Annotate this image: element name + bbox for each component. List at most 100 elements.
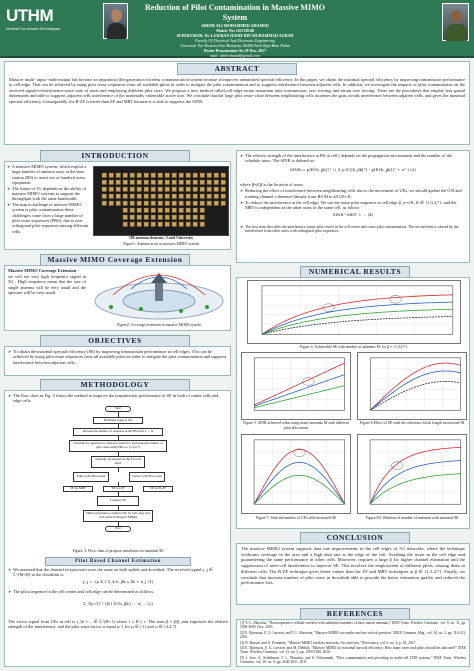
plot-curve	[253, 462, 346, 505]
antenna-element	[108, 186, 114, 192]
flow-chart: Start Parameter input to file Increase t…	[33, 406, 203, 546]
antenna-element	[199, 193, 205, 199]
antenna-element	[157, 172, 163, 178]
abstract-panel: ABSTRACT Massive multi- input -multi-out…	[4, 61, 470, 145]
intro-bullets: A massive MIMO system, which exploit a h…	[7, 164, 89, 234]
antenna-element	[143, 179, 149, 185]
plot-curve	[253, 474, 346, 505]
antenna-element	[164, 179, 170, 185]
figure-4-plot	[247, 280, 461, 344]
flow-arrow	[118, 522, 119, 526]
flow-center-cells: Center Cells Pilot reuse	[129, 472, 165, 482]
sinr-bullet: where β̄=β/β̄ is the location of users.	[240, 181, 304, 187]
flow-schedule-ue: Schedule Ue depends on coherence interva…	[69, 440, 167, 452]
plot-curve	[261, 316, 453, 335]
plot-frame	[369, 357, 461, 411]
antenna-element	[178, 193, 184, 199]
antenna-element	[129, 193, 135, 199]
antenna-element	[136, 221, 142, 227]
antenna-element	[192, 200, 198, 206]
antenna-element	[178, 186, 184, 192]
intro-bullet: A massive MIMO system, which exploit a h…	[7, 164, 89, 186]
antenna-element	[108, 172, 114, 178]
antenna-element	[171, 179, 177, 185]
antenna-element	[199, 221, 205, 227]
antenna-element	[192, 207, 198, 213]
supervisor: SUPERVISOR: Dr. LUKMAN HANIF BIN MUHAMMA…	[176, 33, 294, 38]
plot-curve	[254, 362, 345, 406]
antenna-element	[164, 214, 170, 220]
plot-curve	[369, 446, 461, 505]
antenna-element	[178, 200, 184, 206]
flow-arrow	[118, 482, 119, 486]
author-name: ABEER ALI MOHAMMED AHAMED	[201, 23, 269, 28]
antenna-element	[164, 172, 170, 178]
antenna-element	[164, 193, 170, 199]
equation-mrt: SINR^MRT = ... (4)	[332, 211, 374, 217]
antenna-element	[101, 172, 107, 178]
antenna-element	[185, 214, 191, 220]
antenna-element	[129, 207, 135, 213]
intro-bullet: The major challenge in massive MIMO syst…	[7, 202, 89, 234]
antenna-element	[192, 172, 198, 178]
plot-frame	[261, 285, 454, 335]
antenna-element	[157, 179, 163, 185]
antenna-element	[192, 179, 198, 185]
antenna-element	[185, 207, 191, 213]
plot-annotation	[391, 461, 404, 470]
plot-curve	[261, 294, 453, 335]
antenna-element	[199, 186, 205, 192]
antenna-element	[143, 172, 149, 178]
plot-frame	[253, 357, 345, 411]
antenna-element	[213, 179, 219, 185]
equation-sinr: SINR = p|E{h_jjk}|² / ( Σ p E{|h_jlk|²} …	[290, 166, 416, 172]
antenna-element	[122, 221, 128, 227]
antenna-element	[122, 200, 128, 206]
author-avatar-body	[107, 23, 126, 39]
plot-curve	[369, 473, 461, 505]
coverage-text: we will see very high frequency signal i…	[8, 274, 86, 296]
antenna-element	[157, 221, 163, 227]
figure-4-caption: Figure 4: Achievable SE with number of a…	[299, 345, 409, 349]
conclusion-text: The massive MIMO system supports data ra…	[241, 546, 465, 586]
reference-item: [3] N. Hassan, and X. Fernando, "Massive…	[240, 640, 417, 645]
antenna-element	[206, 200, 212, 206]
supervisor-avatar-head	[451, 10, 462, 23]
antenna-element	[185, 179, 191, 185]
equation-1: y_j = √ρ Σ_l Σ_k h_jlk s_lk + n_j (1)	[82, 579, 154, 584]
antenna-element	[157, 186, 163, 192]
antenna-figure-label: 180 antenna elements | Lund University	[128, 236, 194, 240]
antenna-element	[101, 186, 107, 192]
flow-high-performance: High performance, achieved SE by Cell-ed…	[83, 510, 153, 522]
figure-7-plot	[241, 434, 351, 514]
antenna-element	[101, 179, 107, 185]
flow-arrow	[118, 424, 119, 428]
plot-annotation	[389, 295, 402, 304]
antenna-element	[122, 186, 128, 192]
figure-8-caption: Figure 8.0: Relation of number of antenn…	[365, 516, 459, 520]
antenna-element	[143, 221, 149, 227]
plot-curve	[369, 362, 461, 411]
antenna-element	[164, 186, 170, 192]
flow-se-mrt: SE for MRT	[63, 486, 93, 492]
antenna-element	[178, 172, 184, 178]
flow-chart-caption: Figure. 3. Flow chart of propose simulat…	[72, 549, 165, 553]
presentation-date: Poster Presentation On 20 Nov. 2017	[203, 48, 267, 53]
antenna-element	[115, 193, 121, 199]
antenna-element	[164, 200, 170, 206]
antenna-element	[115, 186, 121, 192]
antenna-element	[199, 200, 205, 206]
conclusion-panel: The massive MIMO system supports data ra…	[236, 543, 470, 605]
reference-item: [4] E. Björnson, E. G. Larsson, and M. D…	[240, 646, 466, 655]
antenna-element	[129, 214, 135, 220]
plot-curve	[261, 308, 453, 335]
plot-curve	[370, 370, 461, 411]
antenna-element	[136, 172, 142, 178]
antenna-element	[136, 214, 142, 220]
author-photo	[103, 3, 128, 39]
reference-item: [1] Y.-L. Marzetta, "Noncooperative cell…	[240, 621, 466, 630]
flow-se-zf: SE for ZF	[103, 486, 133, 492]
antenna-element	[157, 200, 163, 206]
sinr-note: The first term describes the interferenc…	[240, 225, 466, 234]
logo-subtext: Universiti Tun Hussein Onn Malaysia	[6, 27, 60, 31]
